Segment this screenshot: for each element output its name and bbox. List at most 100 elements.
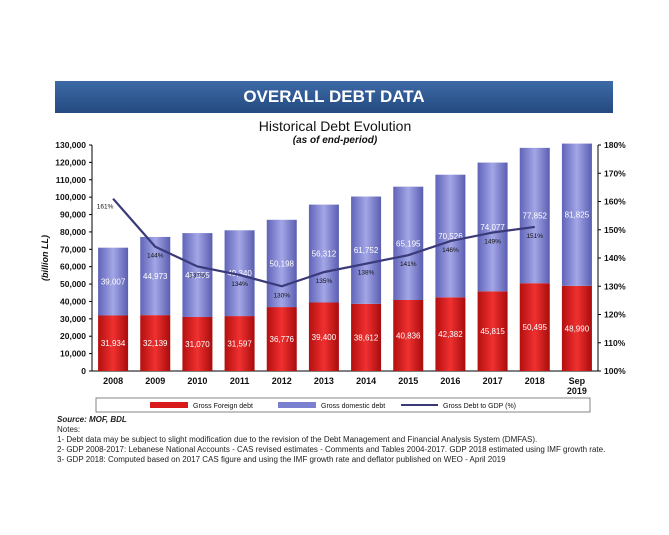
y-tick-label: 100,000 — [55, 192, 86, 202]
legend-swatch-foreign — [150, 402, 188, 408]
x-tick-label: 2009 — [145, 376, 165, 386]
domestic-value-label: 77,852 — [523, 212, 548, 221]
bar-domestic-debt — [393, 186, 424, 301]
domestic-value-label: 65,195 — [396, 239, 421, 248]
foreign-value-label: 31,070 — [185, 340, 210, 349]
x-tick-label: 2014 — [356, 376, 376, 386]
foreign-value-label: 36,776 — [270, 335, 295, 344]
legend-box — [95, 397, 591, 413]
ratio-value-label: 146% — [442, 247, 459, 254]
y2-tick-label: 120% — [604, 310, 626, 320]
domestic-value-label: 49,340 — [227, 269, 252, 278]
x-tick-label: 2016 — [440, 376, 460, 386]
x-tick-label: 2010 — [187, 376, 207, 386]
bar-foreign-debt — [98, 315, 129, 371]
y-tick-label: 20,000 — [60, 331, 86, 341]
chart-subtitle: (as of end-period) — [293, 135, 378, 146]
x-tick-label: 2011 — [230, 376, 250, 386]
y-tick-label: 110,000 — [56, 175, 87, 185]
bar-domestic-debt — [477, 162, 508, 292]
ratio-value-label: 151% — [526, 233, 543, 240]
domestic-value-label: 39,007 — [101, 278, 126, 287]
note-line-1: 1- Debt data may be subject to slight mo… — [57, 435, 538, 444]
y-tick-label: 120,000 — [55, 157, 86, 167]
foreign-value-label: 39,400 — [312, 333, 337, 342]
bar-foreign-debt — [477, 291, 508, 371]
bar-foreign-debt — [519, 283, 550, 371]
domestic-value-label: 50,198 — [270, 259, 295, 268]
bar-foreign-debt — [308, 302, 339, 371]
y-tick-label: 0 — [81, 366, 86, 376]
y2-tick-label: 180% — [604, 140, 626, 150]
section-banner: OVERALL DEBT DATA — [55, 81, 613, 113]
x-tick-label: 2017 — [483, 376, 503, 386]
ratio-value-label: 141% — [400, 261, 417, 268]
source-line: Source: MOF, BDL — [57, 415, 127, 424]
y2-tick-label: 100% — [604, 366, 626, 376]
foreign-value-label: 45,815 — [480, 327, 505, 336]
bar-domestic-debt — [98, 247, 129, 316]
foreign-value-label: 31,597 — [227, 340, 252, 349]
ratio-value-label: 144% — [147, 253, 164, 260]
bar-foreign-debt — [435, 297, 466, 371]
legend-swatch-domestic — [278, 402, 316, 408]
y2-tick-label: 150% — [604, 225, 626, 235]
foreign-value-label: 50,495 — [523, 323, 548, 332]
bar-domestic-debt — [351, 196, 382, 304]
foreign-value-label: 31,934 — [101, 339, 126, 348]
legend-label-ratio: Gross Debt to GDP (%) — [443, 403, 516, 410]
bar-domestic-debt — [182, 233, 213, 317]
foreign-value-label: 42,382 — [438, 330, 463, 339]
ratio-value-label: 137% — [189, 272, 206, 279]
ratio-value-label: 149% — [484, 239, 501, 246]
ratio-value-label: 161% — [97, 204, 114, 211]
ratio-value-label: 135% — [316, 278, 333, 285]
legend-label-foreign: Gross Foreign debt — [193, 403, 253, 410]
bar-domestic-debt — [435, 174, 466, 298]
bar-domestic-debt — [308, 204, 339, 303]
bar-domestic-debt — [266, 219, 297, 308]
bar-foreign-debt — [351, 303, 382, 371]
bar-foreign-debt — [224, 316, 255, 371]
domestic-value-label: 74,077 — [480, 223, 505, 232]
legend-label-domestic: Gross domestic debt — [321, 403, 385, 410]
x-tick-label: 2013 — [314, 376, 334, 386]
y-tick-label: 10,000 — [60, 349, 86, 359]
bar-foreign-debt — [393, 300, 424, 371]
foreign-value-label: 32,139 — [143, 339, 168, 348]
domestic-value-label: 81,825 — [565, 211, 590, 220]
y2-tick-label: 160% — [604, 197, 626, 207]
ratio-value-label: 130% — [273, 292, 290, 299]
y-tick-label: 80,000 — [60, 227, 86, 237]
domestic-value-label: 61,752 — [354, 246, 379, 255]
bar-domestic-debt — [519, 147, 550, 284]
ratio-value-label: 138% — [358, 270, 375, 277]
x-tick-label: 2015 — [398, 376, 418, 386]
y2-tick-label: 110% — [604, 338, 626, 348]
note-line-2: 2- GDP 2008-2017: Lebanese National Acco… — [57, 445, 606, 454]
y-tick-label: 30,000 — [60, 314, 86, 324]
y2-tick-label: 140% — [604, 253, 626, 263]
bar-foreign-debt — [182, 316, 213, 371]
y-tick-label: 50,000 — [60, 279, 86, 289]
notes-block: Source: MOF, BDL Notes: 1- Debt data may… — [57, 415, 647, 465]
bar-foreign-debt — [140, 315, 171, 371]
foreign-value-label: 40,836 — [396, 332, 421, 341]
y-tick-label: 40,000 — [60, 296, 86, 306]
x-tick-label: Sep — [569, 376, 586, 386]
chart-title: Historical Debt Evolution — [259, 118, 412, 134]
note-line-3: 3- GDP 2018: Computed based on 2017 CAS … — [57, 455, 506, 464]
y-tick-label: 90,000 — [60, 210, 86, 220]
y-tick-label: 60,000 — [60, 262, 86, 272]
x-tick-label-line2: 2019 — [567, 386, 587, 396]
notes-heading: Notes: — [57, 425, 81, 434]
domestic-value-label: 56,312 — [312, 250, 337, 259]
foreign-value-label: 48,990 — [565, 324, 590, 333]
x-tick-label: 2008 — [103, 376, 123, 386]
bar-domestic-debt — [140, 236, 171, 316]
y2-tick-label: 130% — [604, 281, 626, 291]
domestic-value-label: 48,255 — [185, 271, 210, 280]
x-tick-label: 2012 — [272, 376, 292, 386]
y-tick-label: 130,000 — [55, 140, 86, 150]
bar-foreign-debt — [266, 307, 297, 371]
